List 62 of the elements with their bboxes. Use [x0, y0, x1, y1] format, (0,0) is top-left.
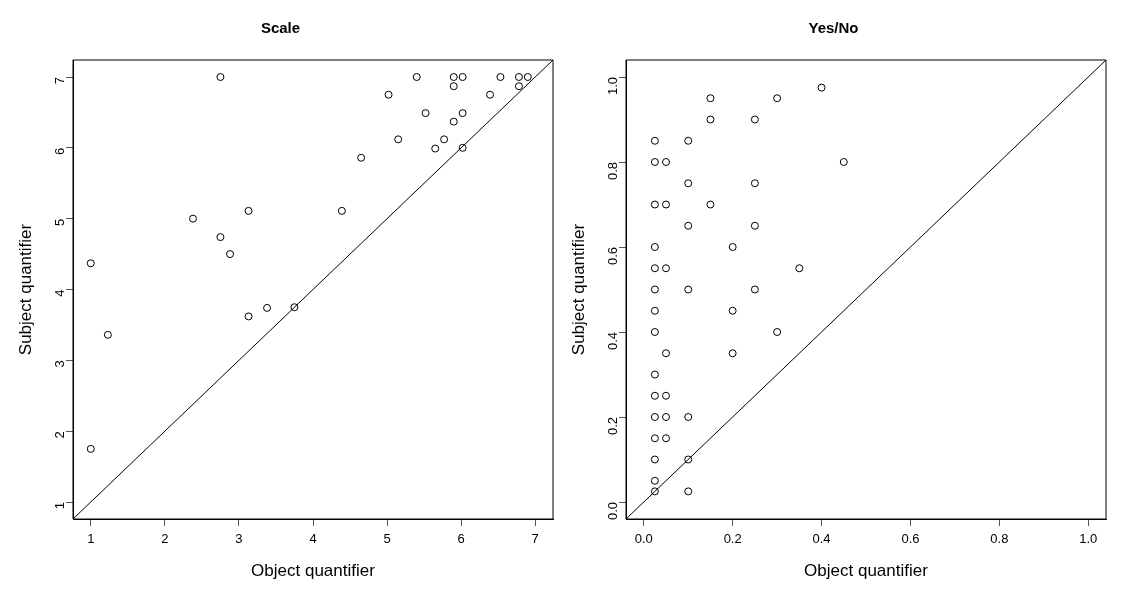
x-tick-label: 0.4 — [812, 531, 831, 547]
point — [496, 73, 505, 81]
x-axis-title: Object quantifier — [804, 561, 929, 581]
y-tick-label: 0.2 — [604, 417, 620, 436]
point — [514, 82, 523, 91]
point — [412, 73, 421, 81]
point — [86, 444, 95, 453]
point — [440, 135, 449, 144]
point — [431, 144, 440, 153]
y-tick-label: 0.0 — [604, 502, 620, 521]
point — [357, 153, 366, 162]
y-tick-label: 0.6 — [604, 247, 620, 266]
x-tick-label: 1 — [87, 531, 95, 547]
y-tick-label: 7 — [51, 77, 67, 85]
point — [103, 330, 112, 339]
point — [458, 143, 467, 152]
y-tick-label: 1 — [51, 502, 67, 510]
point — [216, 233, 225, 242]
y-axis-title: Subject quantifier — [568, 223, 588, 356]
x-tick-label: 4 — [309, 531, 317, 547]
chart-title: Yes/No — [808, 19, 859, 37]
point — [337, 206, 346, 215]
x-axis-title: Object quantifier — [251, 561, 376, 581]
chart-title: Scale — [260, 19, 301, 37]
point — [216, 73, 225, 81]
x-tick-label: 7 — [531, 531, 539, 547]
point — [244, 206, 253, 215]
point — [384, 90, 393, 99]
point — [394, 135, 403, 144]
y-tick-label: 0.8 — [604, 162, 620, 181]
x-tick-label: 3 — [235, 531, 243, 547]
y-tick-label: 2 — [51, 431, 67, 439]
x-tick-label: 0.8 — [990, 531, 1009, 547]
x-tick-label: 0.6 — [901, 531, 920, 547]
point — [290, 303, 299, 312]
point — [244, 312, 253, 321]
point — [263, 303, 272, 312]
x-tick-label: 5 — [383, 531, 391, 547]
point — [449, 73, 458, 81]
x-tick-label: 1.0 — [1079, 531, 1098, 547]
point — [189, 214, 197, 223]
x-tick-label: 0.0 — [634, 531, 653, 547]
point — [86, 259, 95, 268]
point — [449, 117, 458, 126]
point — [226, 250, 235, 259]
point — [458, 109, 467, 118]
y-tick-label: 1.0 — [604, 77, 620, 96]
y-tick-label: 0.4 — [604, 332, 620, 351]
point — [514, 73, 523, 81]
point — [449, 82, 458, 91]
x-tick-label: 2 — [161, 531, 169, 547]
y-tick-label: 4 — [51, 289, 67, 297]
x-tick-label: 0.2 — [723, 531, 742, 547]
y-tick-label: 3 — [51, 360, 67, 368]
point — [458, 73, 467, 81]
y-tick-label: 6 — [51, 147, 67, 156]
point — [486, 90, 495, 99]
point — [421, 109, 430, 118]
y-axis-title: Subject quantifier — [15, 223, 35, 356]
y-tick-label: 5 — [51, 218, 67, 226]
x-tick-label: 6 — [457, 531, 465, 547]
point — [523, 73, 532, 81]
